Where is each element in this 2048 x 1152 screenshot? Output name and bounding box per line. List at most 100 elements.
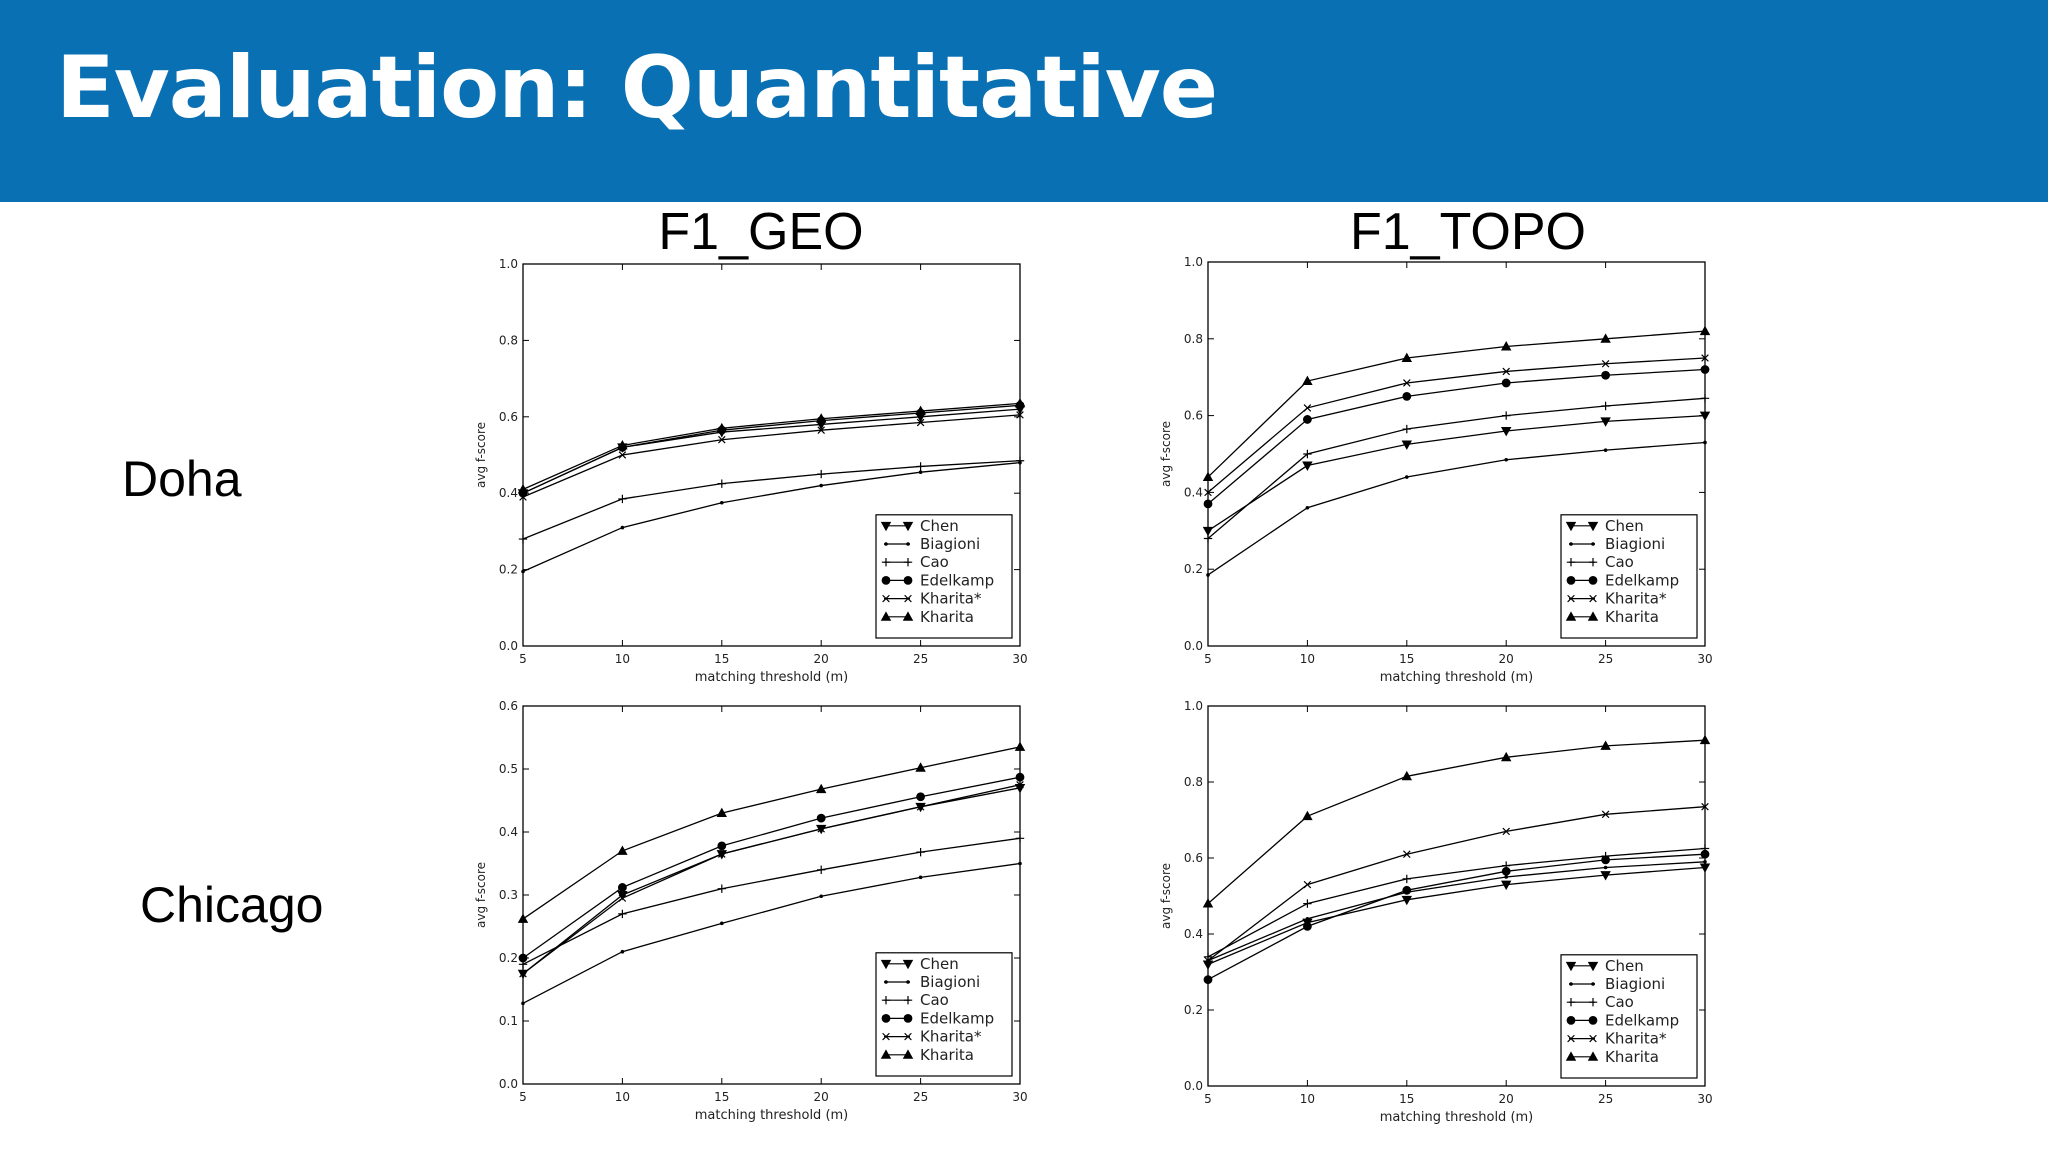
legend-marker [882,1032,890,1041]
y-tick-label: 0.6 [499,699,518,713]
title-banner [0,0,2048,202]
data-point [1601,401,1610,411]
data-point [1018,861,1022,866]
data-point [521,569,525,574]
chart-doha-f1-geo: 5 10 15 20 25 30 0.0 0.2 0.4 0.6 0.8 1.0 matching th… [474,257,1028,685]
data-point [1401,770,1413,781]
legend-marker [1591,542,1595,546]
chart-doha-f1-topo: 5 10 15 20 25 30 0.0 0.2 0.4 0.6 0.8 1.0 matching th… [1159,255,1713,685]
data-point [718,435,726,444]
data-point [1203,975,1213,985]
legend-entry-cao: Cao [881,553,949,571]
legend-marker [881,558,891,567]
legend-entry-chen: Chen [1565,517,1644,535]
data-point [817,825,825,833]
data-point [618,494,627,504]
legend-marker [880,521,892,532]
series-line [522,408,1021,494]
data-point [1303,880,1312,889]
data-point [1402,885,1412,895]
series-line [1207,330,1706,478]
data-point [1303,404,1312,412]
legend-marker [1569,982,1573,986]
data-point [620,525,625,530]
x-tick-label: 25 [913,652,928,666]
series-chen [517,783,1026,980]
legend-marker [880,611,892,621]
data-point [1699,325,1711,336]
series-edelkamp [518,400,1025,498]
legend-label: Kharita [920,608,974,626]
x-tick-label: 15 [1399,652,1414,666]
y-tick-label: 1.0 [1184,699,1203,713]
x-tick-label: 15 [1399,1092,1414,1106]
data-point [716,807,728,818]
data-point [1305,505,1310,510]
x-tick-label: 10 [615,1090,630,1104]
legend-marker [1566,1016,1576,1025]
series-biagioni [1206,440,1707,577]
data-point [1303,449,1312,459]
data-point [1302,375,1313,385]
series-kharita [517,397,1026,494]
legend-label: Chen [1605,957,1644,975]
data-point [1204,956,1212,965]
legend-marker [1587,961,1599,972]
legend-entry-kharita: Kharita [1565,608,1659,626]
legend-label: Kharita* [920,1028,982,1046]
series-cao [1203,844,1710,961]
data-point [817,865,826,874]
data-point [618,894,627,902]
legend-marker [1565,521,1577,532]
data-point [916,462,925,471]
data-point [521,1001,525,1006]
x-tick-label: 5 [1204,1092,1212,1106]
legend-entry-biagioni: Biagioni [884,973,980,991]
slide-title: Evaluation: Quantitative [56,38,1218,138]
data-point [1303,899,1312,908]
legend-box [1560,514,1698,639]
data-point [1500,341,1512,351]
series-kharita-star [519,780,1024,978]
data-point [1500,751,1512,762]
x-tick-label: 20 [814,1090,829,1104]
legend-marker [904,1032,912,1041]
series-line [522,776,1021,959]
x-tick-label: 10 [1300,1092,1315,1106]
legend-marker [902,611,914,621]
data-point [1500,427,1512,437]
data-point [915,405,926,416]
legend-entry-edelkamp: Edelkamp [1566,1011,1679,1029]
data-point [1015,456,1025,465]
data-point [720,500,724,505]
y-tick-label: 0.8 [499,333,518,347]
y-tick-label: 0.8 [1184,332,1203,346]
series-chen [517,405,1026,499]
legend-marker [884,980,888,984]
legend-entry-kharita: Kharita [880,608,974,626]
legend-marker [1589,1034,1597,1043]
data-point [1701,354,1709,362]
row-header-chicago: Chicago [140,877,324,933]
data-point [815,783,827,794]
chart-chicago-f1-geo: 5 10 15 20 25 30 0.0 0.1 0.2 0.3 0.4 0.5 0.6 matching… [474,699,1028,1123]
legend-marker [906,980,910,984]
x-tick-label: 30 [1012,652,1027,666]
x-axis-label: matching threshold (m) [695,1108,849,1123]
series-line [522,404,1021,494]
series-biagioni [521,861,1022,1006]
data-point [1603,865,1608,870]
legend-marker [1565,961,1577,972]
data-point [618,909,627,919]
chart-chicago-f1-topo: 5 10 15 20 25 30 0.0 0.2 0.4 0.6 0.8 1.0 matching th… [1159,699,1713,1125]
column-header-f1-topo: F1_TOPO [1349,203,1587,261]
legend-marker [881,1014,891,1023]
series-chen [1202,863,1711,970]
data-point [717,841,727,851]
legend-box [875,514,1013,639]
y-tick-label: 0.4 [499,486,518,500]
legend-label: Biagioni [920,973,980,991]
y-tick-label: 0.0 [499,1077,518,1091]
data-point [1202,471,1214,481]
